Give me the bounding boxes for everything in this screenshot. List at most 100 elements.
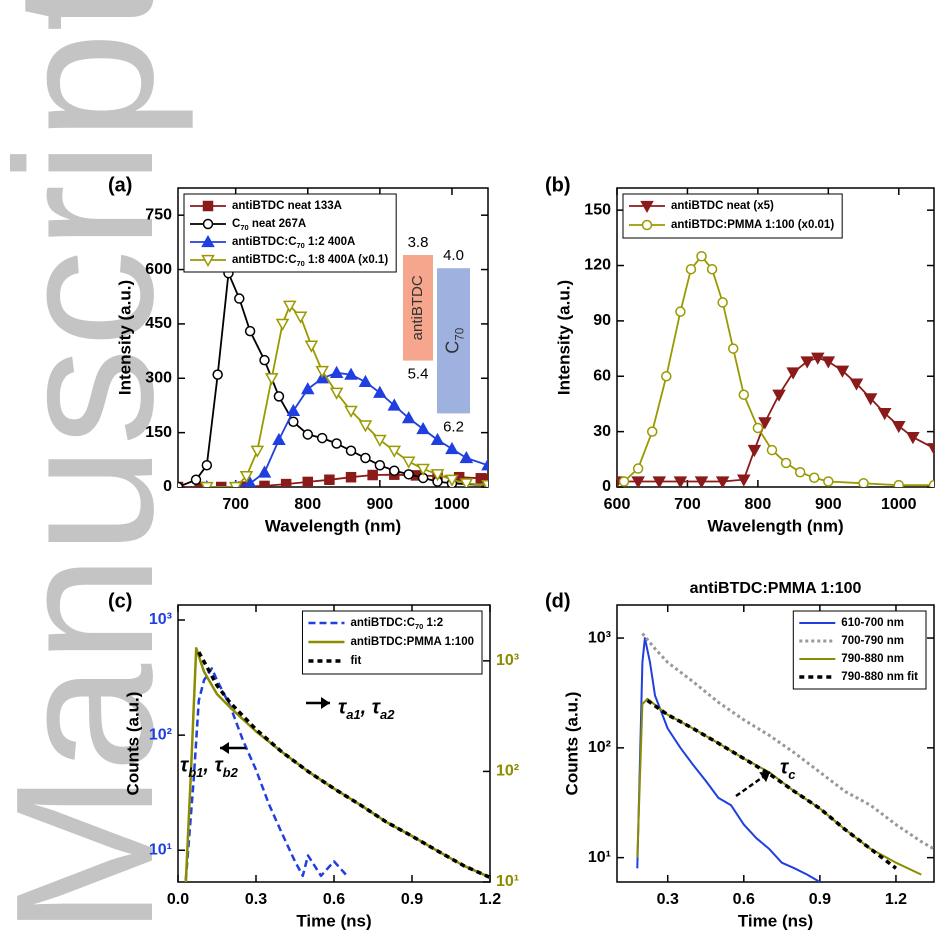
series-line <box>646 699 898 870</box>
panel-label: (d) <box>545 590 571 612</box>
y-tick-label: 750 <box>145 206 172 223</box>
x-tick-label: 1.2 <box>479 891 501 908</box>
legend-marker <box>202 200 214 212</box>
x-tick-label: 900 <box>815 496 842 513</box>
x-tick-label: 600 <box>604 496 631 513</box>
y-axis-label: Intensity (a.u.) <box>554 280 573 395</box>
marker <box>401 411 416 424</box>
legend-marker <box>202 218 214 230</box>
y-tick-label: 0 <box>163 478 172 495</box>
annotation: τa1, τa2 <box>338 696 395 722</box>
y-tick-label: 90 <box>593 312 611 329</box>
y-tick-label: 30 <box>593 423 611 440</box>
marker <box>459 450 474 464</box>
series-line <box>623 255 934 487</box>
legend-label: antiBTDC neat (x5) <box>671 200 774 212</box>
x-axis-label: Wavelength (nm) <box>707 516 843 535</box>
marker <box>800 356 814 369</box>
y-axis-label: Counts (a.u.) <box>123 692 142 796</box>
marker <box>858 478 869 487</box>
marker <box>389 465 400 476</box>
plot-area <box>178 267 488 487</box>
marker <box>673 476 688 487</box>
marker <box>324 474 335 486</box>
marker <box>387 398 402 411</box>
plot-frame <box>616 187 935 488</box>
plot-frame <box>177 187 489 488</box>
marker <box>727 343 739 354</box>
marker <box>758 417 772 430</box>
legend-label: 790-880 nm fit <box>841 671 918 683</box>
lumo-label: 4.0 <box>443 247 464 264</box>
legend-box <box>622 193 843 239</box>
homo-label: 5.4 <box>408 366 429 383</box>
marker <box>345 445 357 457</box>
marker <box>906 432 920 445</box>
marker <box>738 389 750 400</box>
marker <box>715 476 730 487</box>
plot-area <box>617 251 934 487</box>
marker <box>234 293 245 304</box>
y-axis-label: Counts (a.u.) <box>562 692 581 796</box>
marker <box>259 480 270 487</box>
series-line <box>636 697 922 876</box>
plot-frame <box>177 604 491 883</box>
marker <box>239 470 254 484</box>
marker <box>257 465 272 478</box>
legend-marker <box>640 200 654 214</box>
marker <box>835 365 850 378</box>
marker <box>201 460 213 471</box>
x-tick-label: 0.0 <box>167 891 189 908</box>
x-axis-label: Wavelength (nm) <box>265 516 401 535</box>
y-tick-label: 10¹ <box>149 841 172 858</box>
marker <box>810 352 825 365</box>
marker <box>316 432 328 444</box>
x-tick-label: 700 <box>222 496 249 513</box>
marker <box>216 481 227 487</box>
marker <box>344 367 358 380</box>
marker <box>823 476 834 487</box>
series-line <box>178 272 488 487</box>
y-tick-label: 10² <box>588 739 611 756</box>
marker <box>786 367 800 380</box>
marker <box>717 297 728 308</box>
y-tick-label: 10³ <box>588 629 611 646</box>
marker <box>821 356 836 369</box>
marker <box>293 311 308 324</box>
plot-area <box>636 632 934 882</box>
y-tick-label: 150 <box>145 424 172 441</box>
panel-label: (a) <box>108 174 132 196</box>
marker <box>632 463 644 474</box>
x-tick-label: 0.3 <box>657 891 679 908</box>
x-tick-label: 800 <box>745 496 772 513</box>
marker <box>190 474 202 486</box>
x-axis-label: Time (ns) <box>296 911 371 930</box>
marker <box>344 405 358 418</box>
x-tick-label: 700 <box>674 496 701 513</box>
watermark: Manuscript <box>0 0 194 936</box>
marker <box>877 408 892 421</box>
marker <box>430 432 445 446</box>
marker <box>259 354 270 366</box>
x-tick-label: 1000 <box>881 496 917 513</box>
marker <box>737 474 751 487</box>
x-tick-label: 800 <box>294 496 321 513</box>
x-tick-label: 900 <box>367 496 394 513</box>
series-line <box>197 651 490 879</box>
marker <box>646 426 658 437</box>
arrow-head <box>759 772 770 783</box>
marker <box>250 445 265 458</box>
y-tick-label: 60 <box>593 367 611 384</box>
legend-label: antiBTDC neat 133A <box>232 200 342 212</box>
marker <box>373 434 387 447</box>
marker <box>445 474 459 487</box>
legend-box <box>183 193 397 273</box>
y-tick-label: 10¹ <box>588 849 611 866</box>
legend-label: 700-790 nm <box>841 635 904 647</box>
marker <box>273 391 285 402</box>
x-tick-label: 0.6 <box>323 891 345 908</box>
x-axis-label: Time (ns) <box>738 911 813 930</box>
marker <box>794 466 806 478</box>
energy-box <box>403 255 433 361</box>
legend: antiBTDC neat 133A C70 neat 267A antiBTDC:… <box>183 193 397 273</box>
